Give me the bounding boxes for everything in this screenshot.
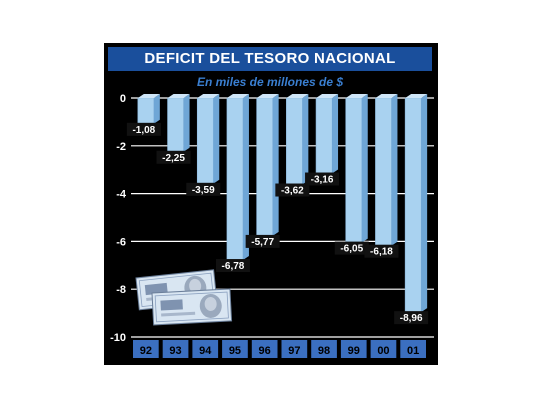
category-label: 95	[229, 345, 241, 357]
category-label: 96	[259, 345, 271, 357]
bar-top	[137, 94, 160, 98]
value-label-box	[186, 182, 221, 196]
bar-side	[183, 94, 190, 152]
value-label-box	[156, 150, 191, 164]
bar	[256, 97, 273, 237]
bar	[167, 97, 184, 153]
value-label-box	[394, 311, 429, 325]
category-box	[222, 340, 248, 358]
category-box	[281, 340, 308, 358]
bar	[226, 97, 244, 261]
value-label: -6,05	[340, 244, 363, 255]
value-label: -3,62	[281, 186, 304, 197]
category-box	[311, 340, 337, 358]
value-label-box	[126, 122, 161, 136]
category-box	[251, 340, 278, 358]
bar-side	[391, 94, 398, 246]
bar-top	[286, 94, 309, 98]
category-label: 92	[140, 345, 152, 357]
bar-side	[272, 94, 279, 236]
category-box	[340, 340, 367, 358]
value-label-box	[245, 234, 280, 248]
bar-top	[167, 94, 190, 98]
bar	[137, 97, 155, 125]
value-label: -6,18	[370, 247, 393, 258]
value-label: -3,16	[311, 175, 334, 186]
bar-side	[361, 94, 368, 243]
bar	[345, 97, 363, 243]
bar-side	[421, 94, 428, 313]
y-tick-label: -2	[116, 141, 126, 153]
value-label-box	[275, 183, 310, 197]
bar-top	[375, 94, 398, 98]
value-label: -5,77	[251, 237, 274, 248]
chart-subtitle: En miles de millones de $	[196, 75, 344, 89]
bar-top	[405, 94, 428, 98]
y-tick-label: -10	[110, 332, 126, 344]
value-label: -3,59	[192, 185, 215, 196]
category-label: 97	[288, 345, 300, 357]
value-label: -6,78	[222, 261, 245, 272]
value-label: -1,08	[132, 125, 155, 136]
bar	[375, 97, 392, 247]
y-tick-label: -4	[116, 189, 127, 201]
value-label-box	[334, 241, 369, 255]
bar-side	[213, 94, 220, 184]
banknote-illustration	[135, 269, 233, 326]
bar	[196, 97, 214, 185]
bar-side	[332, 94, 339, 174]
category-box	[133, 340, 159, 358]
value-label: -8,96	[400, 313, 423, 324]
category-label: 94	[199, 345, 212, 357]
value-label-box	[364, 244, 399, 258]
chart-title: DEFICIT DEL TESORO NACIONAL	[108, 47, 432, 71]
bar-side	[242, 94, 249, 261]
category-box	[192, 340, 219, 358]
category-box	[400, 340, 426, 358]
y-tick-label: 0	[120, 93, 126, 105]
category-label: 93	[169, 345, 181, 357]
value-label-box	[305, 172, 340, 186]
bar-top	[197, 94, 220, 98]
bar	[404, 97, 422, 313]
value-label: -2,25	[162, 153, 185, 164]
category-label: 98	[318, 345, 330, 357]
y-tick-label: -6	[116, 236, 126, 248]
y-tick-label: -8	[116, 284, 126, 296]
bar-top	[256, 94, 279, 98]
category-label: 99	[348, 345, 360, 357]
bar-top	[345, 94, 368, 98]
bar-side	[302, 94, 309, 185]
category-label: 00	[377, 345, 389, 357]
bar-side	[153, 94, 160, 124]
bar-top	[316, 94, 339, 98]
bar-top	[226, 94, 249, 98]
bar	[286, 97, 303, 185]
category-label: 01	[407, 345, 419, 357]
category-box	[370, 340, 397, 358]
value-label-box	[215, 259, 250, 273]
category-box	[162, 340, 189, 358]
bar	[315, 97, 333, 174]
